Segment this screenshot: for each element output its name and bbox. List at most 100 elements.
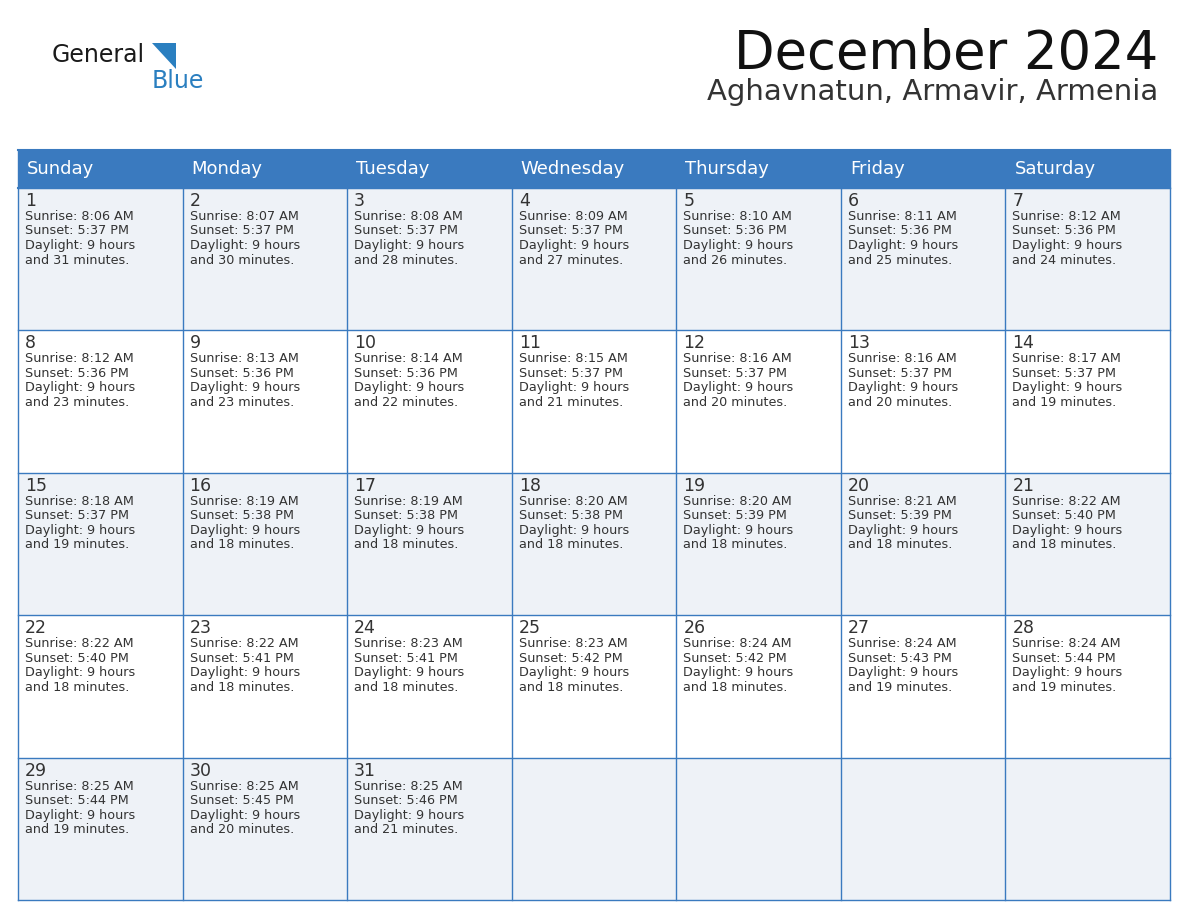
Text: Blue: Blue [152, 69, 204, 93]
Text: Daylight: 9 hours: Daylight: 9 hours [519, 524, 628, 537]
Bar [183, 473, 347, 615]
Text: Sunset: 5:40 PM: Sunset: 5:40 PM [25, 652, 128, 665]
Text: 5: 5 [683, 192, 694, 210]
Text: 14: 14 [1012, 334, 1035, 353]
Text: 11: 11 [519, 334, 541, 353]
Text: Sunrise: 8:16 AM: Sunrise: 8:16 AM [683, 353, 792, 365]
Text: Sunrise: 8:08 AM: Sunrise: 8:08 AM [354, 210, 463, 223]
Text: 23: 23 [190, 620, 211, 637]
Text: Aghavnatun, Armavir, Armenia: Aghavnatun, Armavir, Armenia [707, 78, 1158, 106]
Text: Daylight: 9 hours: Daylight: 9 hours [25, 524, 135, 537]
Text: Sunset: 5:37 PM: Sunset: 5:37 PM [1012, 367, 1117, 380]
Text: and 23 minutes.: and 23 minutes. [25, 396, 129, 409]
Bar [1005, 473, 1170, 615]
Text: Sunrise: 8:17 AM: Sunrise: 8:17 AM [1012, 353, 1121, 365]
Bar [18, 330, 183, 473]
Text: Sunset: 5:40 PM: Sunset: 5:40 PM [1012, 509, 1117, 522]
Text: General: General [52, 43, 145, 67]
Text: 2: 2 [190, 192, 201, 210]
Text: 10: 10 [354, 334, 377, 353]
Text: 6: 6 [848, 192, 859, 210]
Text: and 18 minutes.: and 18 minutes. [519, 681, 623, 694]
Bar [347, 473, 512, 615]
Text: Monday: Monday [191, 160, 263, 178]
Text: Sunrise: 8:25 AM: Sunrise: 8:25 AM [190, 779, 298, 792]
Text: Daylight: 9 hours: Daylight: 9 hours [354, 524, 465, 537]
Bar [841, 330, 1005, 473]
Text: 26: 26 [683, 620, 706, 637]
Text: 16: 16 [190, 476, 211, 495]
Text: 24: 24 [354, 620, 377, 637]
Bar [676, 473, 841, 615]
Text: Daylight: 9 hours: Daylight: 9 hours [519, 381, 628, 395]
Text: and 26 minutes.: and 26 minutes. [683, 253, 788, 266]
Text: Sunset: 5:37 PM: Sunset: 5:37 PM [354, 225, 459, 238]
Text: Sunset: 5:44 PM: Sunset: 5:44 PM [25, 794, 128, 807]
Text: Sunset: 5:41 PM: Sunset: 5:41 PM [354, 652, 459, 665]
Text: Sunset: 5:37 PM: Sunset: 5:37 PM [190, 225, 293, 238]
Text: 20: 20 [848, 476, 870, 495]
Text: Sunset: 5:37 PM: Sunset: 5:37 PM [25, 509, 129, 522]
Text: and 19 minutes.: and 19 minutes. [848, 681, 952, 694]
Text: and 19 minutes.: and 19 minutes. [1012, 396, 1117, 409]
Text: 9: 9 [190, 334, 201, 353]
Text: Sunrise: 8:24 AM: Sunrise: 8:24 AM [1012, 637, 1121, 650]
Text: Sunrise: 8:22 AM: Sunrise: 8:22 AM [1012, 495, 1121, 508]
Polygon shape [152, 43, 176, 69]
Text: Daylight: 9 hours: Daylight: 9 hours [848, 239, 958, 252]
Text: Sunset: 5:38 PM: Sunset: 5:38 PM [354, 509, 459, 522]
Text: and 28 minutes.: and 28 minutes. [354, 253, 459, 266]
Text: Sunrise: 8:16 AM: Sunrise: 8:16 AM [848, 353, 956, 365]
Text: Daylight: 9 hours: Daylight: 9 hours [1012, 666, 1123, 679]
Text: Daylight: 9 hours: Daylight: 9 hours [190, 381, 299, 395]
Text: Daylight: 9 hours: Daylight: 9 hours [1012, 524, 1123, 537]
Text: Sunset: 5:45 PM: Sunset: 5:45 PM [190, 794, 293, 807]
Text: Daylight: 9 hours: Daylight: 9 hours [25, 239, 135, 252]
Text: and 19 minutes.: and 19 minutes. [25, 823, 129, 836]
Text: and 18 minutes.: and 18 minutes. [519, 538, 623, 552]
Text: Sunset: 5:41 PM: Sunset: 5:41 PM [190, 652, 293, 665]
Bar [512, 188, 676, 330]
Text: and 21 minutes.: and 21 minutes. [354, 823, 459, 836]
Text: 18: 18 [519, 476, 541, 495]
Text: Sunrise: 8:24 AM: Sunrise: 8:24 AM [848, 637, 956, 650]
Text: Sunset: 5:43 PM: Sunset: 5:43 PM [848, 652, 952, 665]
Text: Tuesday: Tuesday [356, 160, 430, 178]
Text: and 21 minutes.: and 21 minutes. [519, 396, 623, 409]
Text: Sunrise: 8:12 AM: Sunrise: 8:12 AM [25, 353, 134, 365]
Text: Sunset: 5:36 PM: Sunset: 5:36 PM [683, 225, 788, 238]
Text: Daylight: 9 hours: Daylight: 9 hours [1012, 239, 1123, 252]
Bar [676, 188, 841, 330]
Text: and 18 minutes.: and 18 minutes. [1012, 538, 1117, 552]
Bar [841, 473, 1005, 615]
Text: and 18 minutes.: and 18 minutes. [683, 538, 788, 552]
Text: and 18 minutes.: and 18 minutes. [25, 681, 129, 694]
Text: 29: 29 [25, 762, 48, 779]
Text: Sunrise: 8:24 AM: Sunrise: 8:24 AM [683, 637, 792, 650]
Text: Sunrise: 8:22 AM: Sunrise: 8:22 AM [190, 637, 298, 650]
Text: and 23 minutes.: and 23 minutes. [190, 396, 293, 409]
Text: Sunrise: 8:25 AM: Sunrise: 8:25 AM [354, 779, 463, 792]
Text: Daylight: 9 hours: Daylight: 9 hours [848, 381, 958, 395]
Bar [347, 330, 512, 473]
Text: and 18 minutes.: and 18 minutes. [354, 681, 459, 694]
Text: and 19 minutes.: and 19 minutes. [1012, 681, 1117, 694]
Bar [183, 757, 347, 900]
Text: and 22 minutes.: and 22 minutes. [354, 396, 459, 409]
Text: Sunset: 5:39 PM: Sunset: 5:39 PM [683, 509, 788, 522]
Text: 7: 7 [1012, 192, 1023, 210]
Text: Sunrise: 8:07 AM: Sunrise: 8:07 AM [190, 210, 298, 223]
Bar [18, 150, 1170, 188]
Text: Sunset: 5:39 PM: Sunset: 5:39 PM [848, 509, 952, 522]
Text: 1: 1 [25, 192, 36, 210]
Bar [676, 615, 841, 757]
Text: Daylight: 9 hours: Daylight: 9 hours [848, 524, 958, 537]
Bar [1005, 330, 1170, 473]
Text: 27: 27 [848, 620, 870, 637]
Text: Sunset: 5:37 PM: Sunset: 5:37 PM [25, 225, 129, 238]
Text: and 30 minutes.: and 30 minutes. [190, 253, 293, 266]
Bar [347, 188, 512, 330]
Bar [512, 615, 676, 757]
Text: and 18 minutes.: and 18 minutes. [354, 538, 459, 552]
Bar [1005, 188, 1170, 330]
